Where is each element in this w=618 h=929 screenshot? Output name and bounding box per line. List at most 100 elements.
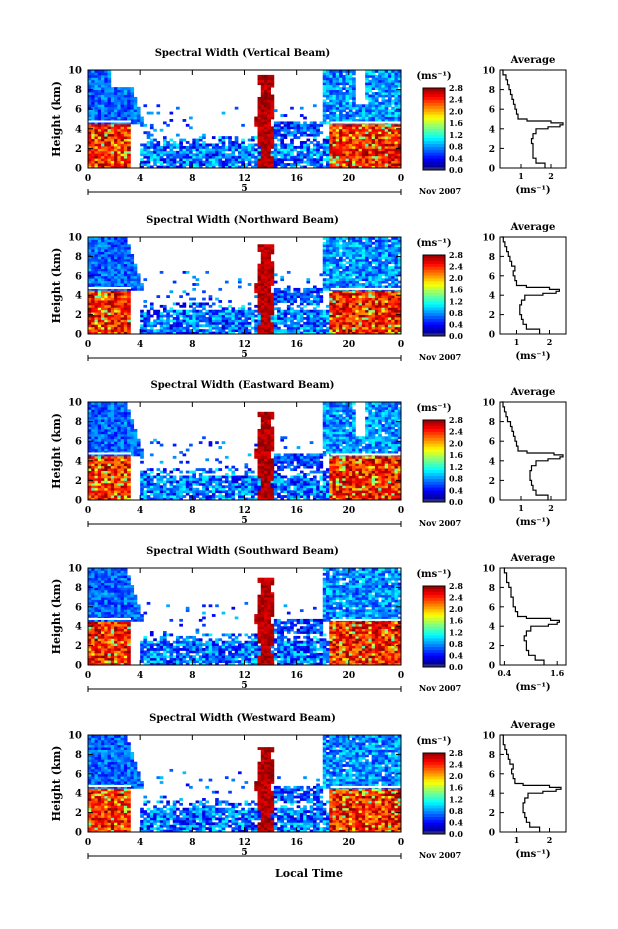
heatmap-cell [348, 94, 353, 98]
heatmap-cell [182, 304, 187, 308]
heatmap-cell [345, 266, 350, 269]
heatmap-cell [348, 150, 353, 154]
heatmap-cell [368, 119, 373, 122]
heatmap-cell [286, 329, 291, 332]
heatmap-cell [374, 258, 379, 262]
heatmap-cell [146, 329, 151, 332]
heatmap-cell [110, 153, 115, 157]
heatmap-cell [97, 244, 102, 248]
colorbar-swatch [423, 321, 445, 325]
heatmap-cell [107, 275, 112, 279]
x-tick-label: 0 [398, 340, 404, 350]
heatmap-cell [332, 326, 337, 330]
heatmap-cell [189, 143, 193, 147]
heatmap-cell [352, 119, 356, 122]
heatmap-cell [378, 143, 382, 147]
heatmap-cell [244, 329, 249, 332]
heatmap-cell [101, 89, 105, 93]
heatmap-cell [114, 256, 118, 260]
heatmap-cell [104, 148, 108, 152]
heatmap-cell [228, 145, 232, 149]
heatmap-cell [345, 87, 350, 90]
heatmap-cell [293, 145, 298, 149]
profile-x-tick-label: 1 [518, 171, 524, 181]
colorbar-swatch [423, 152, 445, 156]
heatmap-cell [264, 145, 268, 149]
heatmap-cell [130, 268, 135, 272]
heatmap-cell [267, 290, 271, 294]
heatmap-cell [247, 143, 252, 147]
heatmap-cell [322, 84, 327, 88]
heatmap-cell [316, 158, 320, 162]
heatmap-cell [149, 126, 154, 130]
heatmap-cell [352, 246, 356, 250]
heatmap-cell [326, 331, 330, 335]
heatmap-cell [397, 119, 402, 122]
heatmap-cell [156, 141, 161, 144]
heatmap-cell [215, 155, 219, 159]
heatmap-cell [339, 317, 343, 320]
heatmap-cell [101, 324, 105, 328]
heatmap-cell [107, 295, 112, 299]
heatmap-cell [273, 158, 278, 162]
heatmap-cell [153, 158, 157, 162]
heatmap-cell [208, 148, 213, 152]
heatmap-cell [136, 283, 141, 286]
heatmap-cell [221, 317, 226, 320]
heatmap-cell [303, 123, 307, 127]
heatmap-cell [374, 249, 379, 252]
heatmap-cell [123, 261, 128, 265]
heatmap-cell [101, 480, 105, 484]
heatmap-cell [123, 287, 128, 291]
heatmap-cell [361, 312, 366, 315]
heatmap-cell [254, 121, 258, 125]
heatmap-cell [260, 258, 265, 262]
heatmap-cell [104, 297, 108, 301]
heatmap-cell [335, 84, 340, 88]
heatmap-cell [309, 331, 314, 335]
heatmap-cells [88, 70, 402, 169]
heatmap-cell [88, 241, 92, 245]
heatmap-cell [172, 302, 177, 306]
heatmap-cell [260, 297, 265, 301]
heatmap-cell [355, 304, 360, 308]
heatmap-cell [332, 111, 337, 115]
heatmap-cell [371, 160, 376, 164]
heatmap-cell [332, 270, 337, 274]
heatmap-cell [166, 165, 170, 169]
heatmap-cell [358, 326, 363, 330]
heatmap-cell [270, 292, 275, 296]
heatmap-cell [110, 96, 115, 100]
heatmap-cell [358, 239, 363, 243]
heatmap-cell [394, 94, 399, 98]
heatmap-cell [358, 128, 363, 132]
heatmap-cell [143, 317, 148, 320]
heatmap-cell [88, 414, 92, 418]
heatmap-cell [365, 133, 369, 137]
heatmap-cell [91, 106, 95, 110]
heatmap-cell [368, 295, 373, 299]
heatmap-cell [247, 324, 252, 328]
heatmap-cell [322, 309, 327, 313]
heatmap-cell [101, 104, 105, 108]
heatmap-cell [267, 99, 271, 103]
heatmap-cell [352, 89, 356, 93]
heatmap-cell [247, 331, 252, 335]
heatmap-cell [97, 275, 102, 279]
heatmap-cell [384, 256, 389, 260]
heatmap-cell [345, 304, 350, 308]
heatmap-cell [101, 424, 105, 427]
heatmap-cell [94, 324, 99, 328]
heatmap-cell [348, 278, 353, 282]
heatmap-cell [335, 99, 340, 103]
heatmap-cell [257, 143, 262, 147]
heatmap-cell [384, 251, 389, 255]
heatmap-cell [264, 148, 268, 152]
heatmap-cell [384, 237, 389, 240]
heatmap-cell [352, 237, 356, 240]
heatmap-cell [117, 158, 121, 162]
heatmap-cell [368, 82, 373, 86]
heatmap-cell [91, 326, 95, 330]
heatmap-cell [241, 324, 245, 328]
heatmap-cell [303, 148, 307, 152]
